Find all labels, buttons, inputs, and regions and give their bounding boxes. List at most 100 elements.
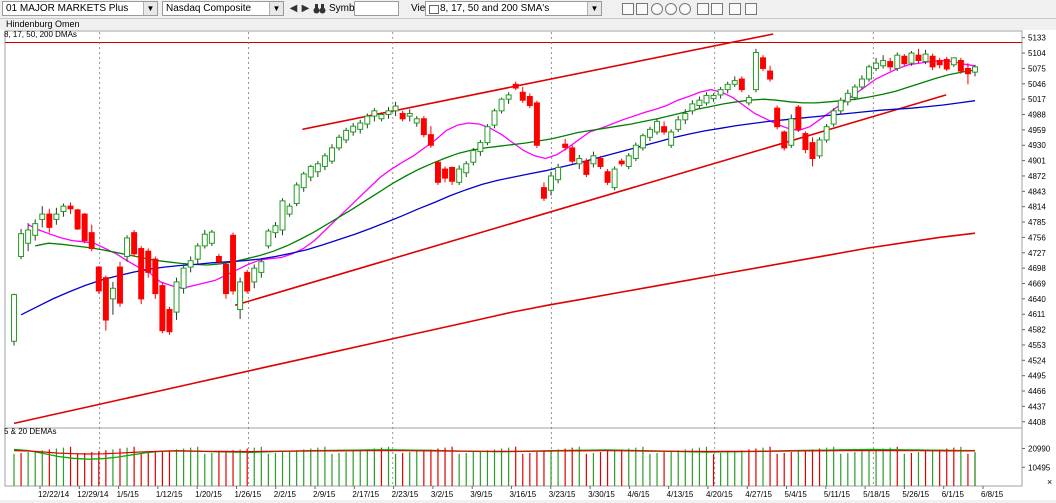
candle-body [929,55,936,68]
candle-body [180,267,187,289]
candle-body [117,266,123,304]
date-tick-label: 5/4/15 [785,490,808,499]
date-tick-label: 1/5/15 [117,490,140,499]
candle-body [215,255,222,263]
candle-body [406,112,413,117]
candle-body [336,136,343,149]
draw-tool-icon[interactable] [729,3,741,15]
candle-body [788,118,795,146]
candle-body [74,209,81,230]
candle-body [470,150,477,163]
zoom-out-icon[interactable] [665,3,677,15]
symbol-input[interactable] [354,1,399,16]
candle-body [385,110,392,116]
view-select[interactable]: 8, 17, 50 and 200 SMA's ▼ [425,1,602,16]
candle-body [873,62,880,69]
grid-icon[interactable] [697,3,709,15]
volume-panel-frame [4,427,1023,487]
candle-body [187,260,194,268]
candle-body [25,229,32,244]
candle-body [639,135,646,149]
candle-body [717,89,724,96]
date-tick-label: 3/16/15 [510,490,537,499]
save-icon[interactable] [622,3,634,15]
candle-body [760,57,766,69]
symbol-label: Symbol: [329,3,366,14]
zoom-reset-icon[interactable] [679,3,691,15]
binoculars-icon[interactable] [312,1,326,16]
symbol-select[interactable]: Nasdaq Composite ▼ [162,1,284,16]
date-tick-label: 6/1/15 [942,490,965,499]
date-tick-label: 1/20/15 [195,490,222,499]
candle-body [555,166,562,181]
previous-symbol-button[interactable]: ◀ [289,3,298,14]
candle-body [456,168,463,183]
candle-body [39,213,46,220]
price-tick-label: 4582 [1028,326,1046,335]
candle-body [279,200,286,231]
watchlist-select[interactable]: 01 MAJOR MARKETS Plus ▼ [2,1,158,16]
candle-body [53,213,60,220]
candle-body [696,99,703,107]
candle-body [597,157,604,167]
chevron-down-icon: ▼ [143,2,157,15]
candle-body [293,184,300,205]
price-tick-label: 4988 [1028,111,1046,120]
candle-body [124,237,131,257]
candle-body [866,66,872,80]
candle-body [823,126,830,141]
candle-body [166,308,173,333]
chart-title: Hindenburg Omen [6,19,80,29]
candle-body [463,163,470,174]
candle-body [943,58,950,70]
candle-body [795,106,802,130]
close-icon[interactable]: × [1047,477,1052,487]
price-tick-label: 4785 [1028,218,1046,227]
print-icon[interactable] [711,3,723,15]
date-tick-label: 2/23/15 [392,490,419,499]
date-tick-label: 6/8/15 [981,490,1004,499]
candle-body [314,163,321,173]
date-tick-label: 3/9/15 [470,490,493,499]
date-tick-label: 1/26/15 [234,490,261,499]
price-tick-label: 4524 [1028,356,1046,365]
watchlist-select-value: 01 MAJOR MARKETS Plus [6,3,129,14]
candle-body [251,267,258,283]
candle-body [208,231,215,244]
candle-body [420,118,427,136]
candle-body [321,155,328,167]
date-tick-label: 4/13/15 [667,490,694,499]
symbol-select-value: Nasdaq Composite [166,3,252,14]
price-tick-label: 4698 [1028,264,1046,273]
volume-tick-label: 10495 [1028,463,1051,472]
candle-body [230,234,237,292]
candle-body [774,107,781,128]
open-icon[interactable] [636,3,648,15]
candle-body [526,96,533,107]
candle-body [484,126,491,144]
next-symbol-button[interactable]: ▶ [301,3,310,14]
candle-body [809,142,816,159]
date-tick-label: 2/17/15 [352,490,379,499]
candle-body [957,59,964,72]
candle-body [908,52,915,64]
candle-body [802,133,809,150]
price-tick-label: 4843 [1028,187,1046,196]
candle-body [18,233,25,257]
candle-body [399,112,406,120]
candle-body [449,166,456,182]
settings-icon[interactable] [745,3,757,15]
candle-body [675,119,682,130]
candle-body [689,103,696,112]
sma-50-line [20,100,976,316]
zoom-in-icon[interactable] [651,3,663,15]
view-label: View: [411,3,436,14]
candle-body [258,261,265,273]
price-tick-label: 4872 [1028,172,1046,181]
candle-body [343,129,350,141]
candle-body [413,118,420,124]
date-tick-label: 3/30/15 [588,490,615,499]
price-tick-label: 5075 [1028,64,1046,73]
candle-body [830,110,837,125]
candle-body [611,168,618,189]
